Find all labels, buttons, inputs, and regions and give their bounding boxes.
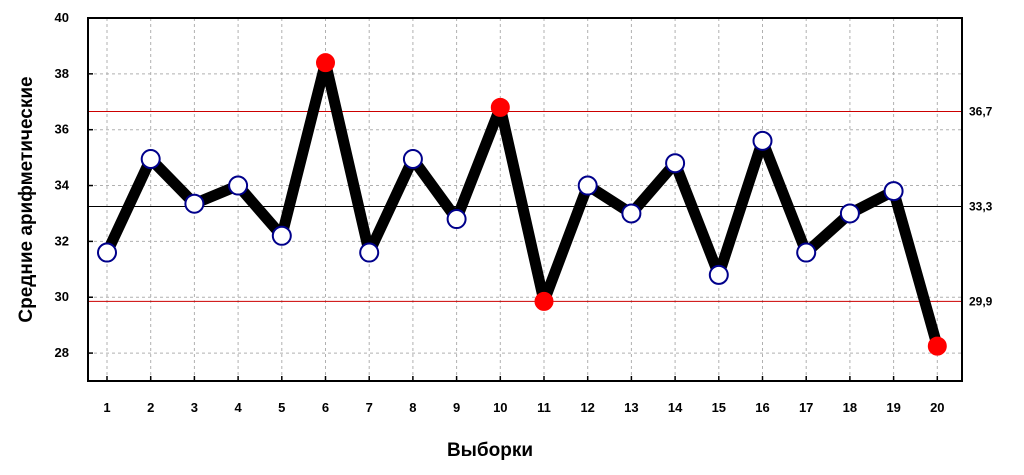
data-point bbox=[140, 149, 161, 170]
x-tick-label: 1 bbox=[103, 400, 110, 415]
data-point bbox=[839, 203, 860, 224]
x-tick-label: 14 bbox=[668, 400, 683, 415]
data-point bbox=[97, 242, 117, 263]
out-of-control-point bbox=[534, 291, 554, 311]
x-tick-label: 8 bbox=[409, 400, 416, 415]
y-axis: 28 30 32 34 36 38 40 bbox=[55, 10, 93, 360]
series-polyline bbox=[101, 57, 943, 352]
y-tick-label: 28 bbox=[55, 345, 69, 360]
x-tick-label: 11 bbox=[537, 400, 551, 415]
data-point bbox=[577, 175, 598, 196]
x-tick-label: 20 bbox=[930, 400, 944, 415]
control-line-label: 29,9 bbox=[969, 294, 993, 308]
y-tick-label: 38 bbox=[55, 66, 69, 81]
data-point bbox=[752, 130, 773, 151]
data-point bbox=[359, 242, 380, 263]
data-point bbox=[796, 242, 817, 263]
x-tick-label: 17 bbox=[799, 400, 813, 415]
x-tick-label: 15 bbox=[712, 400, 726, 415]
x-tick-label: 3 bbox=[191, 400, 198, 415]
y-tick-label: 34 bbox=[55, 178, 70, 193]
x-tick-label: 5 bbox=[278, 400, 285, 415]
x-tick-label: 10 bbox=[493, 400, 507, 415]
control-line-label: 36,7 bbox=[969, 105, 993, 119]
out-of-control-point bbox=[927, 336, 947, 356]
x-tick-label: 18 bbox=[843, 400, 857, 415]
data-point bbox=[665, 153, 686, 174]
series-line bbox=[101, 57, 943, 352]
data-point bbox=[402, 149, 423, 170]
control-line-label: 33,3 bbox=[969, 199, 993, 213]
series-markers bbox=[97, 53, 947, 356]
data-point bbox=[446, 209, 467, 230]
data-point bbox=[271, 225, 292, 246]
x-tick-label: 12 bbox=[580, 400, 594, 415]
x-tick-label: 16 bbox=[755, 400, 769, 415]
out-of-control-point bbox=[490, 97, 510, 117]
x-tick-label: 2 bbox=[147, 400, 154, 415]
plot-frame bbox=[87, 17, 963, 382]
x-tick-label: 6 bbox=[322, 400, 329, 415]
x-tick-label: 4 bbox=[234, 400, 242, 415]
y-tick-label: 40 bbox=[55, 10, 69, 25]
data-point bbox=[621, 203, 642, 224]
x-tick-label: 7 bbox=[366, 400, 373, 415]
data-point bbox=[184, 193, 205, 214]
control-line-labels: 36,7 33,3 29,9 bbox=[969, 105, 993, 309]
x-tick-label: 19 bbox=[886, 400, 900, 415]
data-point bbox=[708, 264, 729, 285]
x-tick-label: 9 bbox=[453, 400, 460, 415]
out-of-control-point bbox=[316, 53, 335, 73]
x-axis-label: Выборки bbox=[447, 440, 533, 461]
y-tick-label: 36 bbox=[55, 122, 69, 137]
x-axis: 1 2 3 4 5 6 7 8 9 10 11 12 13 14 15 16 17 18 19 20 bbox=[103, 376, 945, 415]
x-tick-label: 13 bbox=[624, 400, 638, 415]
y-tick-label: 32 bbox=[55, 233, 69, 248]
y-tick-label: 30 bbox=[55, 289, 69, 304]
data-point bbox=[883, 181, 904, 202]
y-axis-label: Средние арифметические bbox=[16, 76, 37, 322]
data-point bbox=[228, 175, 249, 196]
